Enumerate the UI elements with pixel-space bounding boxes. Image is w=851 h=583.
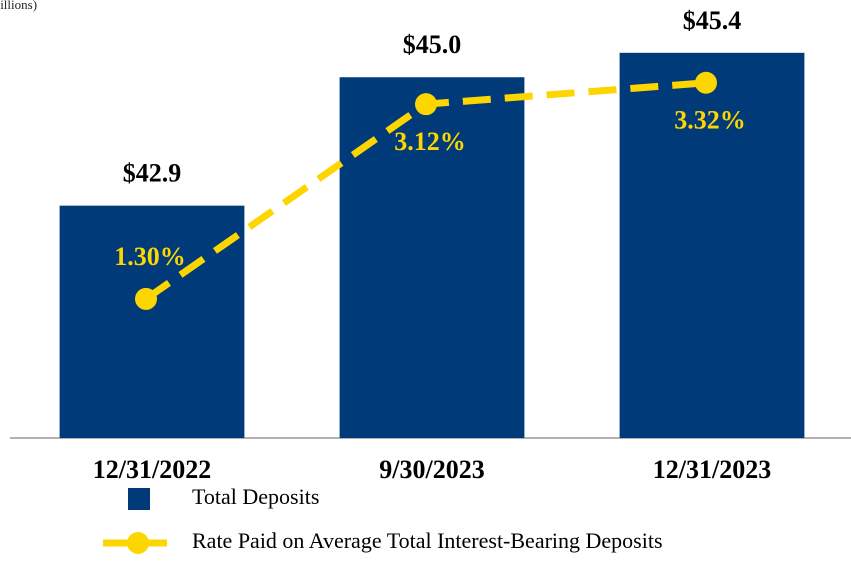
legend-label: Total Deposits [192, 484, 319, 509]
bar-value-label: $42.9 [123, 159, 182, 188]
line-value-label: 3.12% [394, 127, 466, 156]
line-value-label: 1.30% [114, 242, 186, 271]
bar-value-label: $45.4 [683, 6, 742, 35]
line-marker [415, 93, 437, 116]
legend-label: Rate Paid on Average Total Interest-Bear… [192, 528, 663, 553]
bar-value-label: $45.0 [403, 30, 462, 59]
x-tick-label: 12/31/2022 [93, 455, 211, 484]
chart-subtitle: (in billions) [0, 0, 37, 12]
legend-swatch [128, 488, 150, 510]
bar [59, 205, 245, 438]
legend-marker [127, 532, 149, 554]
line-marker [695, 71, 717, 94]
line-value-label: 3.32% [674, 106, 746, 135]
x-tick-label: 12/31/2023 [653, 455, 771, 484]
bar [339, 77, 525, 438]
bar [619, 52, 805, 439]
line-marker [135, 287, 157, 310]
x-tick-label: 9/30/2023 [379, 455, 484, 484]
